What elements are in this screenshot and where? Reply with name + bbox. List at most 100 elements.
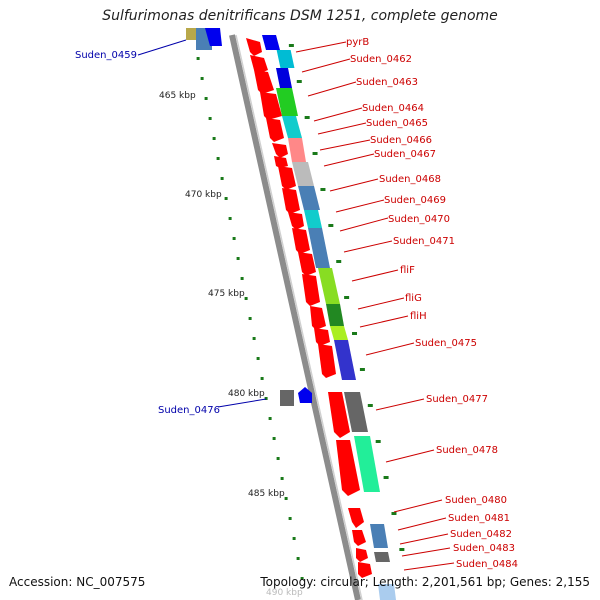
gene-arrow[interactable] xyxy=(278,166,296,190)
ruler-dot xyxy=(300,577,304,580)
gene-label[interactable]: Suden_0463 xyxy=(356,77,418,88)
ruler-dot xyxy=(268,417,272,420)
gene-block[interactable] xyxy=(304,210,322,228)
label-connector xyxy=(397,517,447,531)
gene-label[interactable]: Suden_0462 xyxy=(350,54,412,65)
ruler-dot xyxy=(204,97,208,100)
gene-block[interactable] xyxy=(326,304,344,326)
gene-label[interactable]: Suden_0466 xyxy=(370,135,432,146)
gene-label[interactable]: Suden_0465 xyxy=(366,118,428,129)
gene-label[interactable]: Suden_0471 xyxy=(393,236,455,247)
gene-block[interactable] xyxy=(276,50,295,68)
label-connector xyxy=(217,398,267,408)
gene-label[interactable]: Suden_0468 xyxy=(379,174,441,185)
gene-label[interactable]: Suden_0482 xyxy=(450,529,512,540)
gene-block[interactable] xyxy=(282,116,302,138)
label-connector xyxy=(393,499,443,513)
gene-label[interactable]: Suden_0480 xyxy=(445,495,507,506)
gene-arrow[interactable] xyxy=(246,38,262,56)
gene-label[interactable]: Suden_0464 xyxy=(362,103,424,114)
strand-tick xyxy=(352,332,358,335)
ruler-dot xyxy=(264,397,268,400)
gene-arrow[interactable] xyxy=(288,212,304,230)
gene-block[interactable] xyxy=(186,28,198,40)
label-connector xyxy=(359,315,409,328)
ruler-label: 490 kbp xyxy=(266,588,303,598)
gene-block[interactable] xyxy=(276,68,292,88)
strand-tick xyxy=(399,548,405,551)
gene-block[interactable] xyxy=(298,186,320,210)
gene-label[interactable]: fliF xyxy=(400,265,415,276)
gene-arrow[interactable] xyxy=(356,548,368,562)
gene-block[interactable] xyxy=(288,138,306,162)
gene-arrow[interactable] xyxy=(266,118,284,142)
backbone xyxy=(229,34,363,600)
gene-block[interactable] xyxy=(276,88,298,116)
gene-arrow[interactable] xyxy=(314,328,330,346)
gene-arrow[interactable] xyxy=(328,392,350,438)
label-connector xyxy=(339,217,389,232)
gene-arrow[interactable] xyxy=(302,274,320,306)
ruler-dot xyxy=(288,517,292,520)
gene-label[interactable]: fliG xyxy=(405,293,422,304)
gene-block[interactable] xyxy=(262,35,280,50)
gene-label[interactable]: Suden_0470 xyxy=(388,214,450,225)
gene-arrow[interactable] xyxy=(254,70,274,94)
gene-label[interactable]: Suden_0469 xyxy=(384,195,446,206)
strand-tick xyxy=(288,44,294,47)
ruler-dot xyxy=(240,277,244,280)
gene-label[interactable]: Suden_0459 xyxy=(75,50,137,61)
gene-arrow[interactable] xyxy=(352,530,366,546)
label-connector xyxy=(313,107,363,122)
gene-arrow[interactable] xyxy=(298,252,316,276)
gene-arrow[interactable] xyxy=(282,188,300,214)
ruler-label: 475 kbp xyxy=(208,289,245,299)
gene-block[interactable] xyxy=(374,552,390,562)
gene-arrow[interactable] xyxy=(292,228,310,254)
gene-block[interactable] xyxy=(292,162,314,186)
gene-label[interactable]: fliH xyxy=(410,311,427,322)
gene-arrow[interactable] xyxy=(336,440,360,496)
gene-label[interactable]: Suden_0481 xyxy=(448,513,510,524)
label-connector xyxy=(319,139,371,151)
gene-arrow[interactable] xyxy=(272,143,288,158)
gene-arrow[interactable] xyxy=(298,387,312,403)
ruler-dot xyxy=(216,157,220,160)
ruler-dots xyxy=(196,44,405,580)
gene-label[interactable]: Suden_0484 xyxy=(456,559,518,570)
gene-block[interactable] xyxy=(308,228,330,268)
gene-arrow[interactable] xyxy=(310,306,326,330)
gene-arrow[interactable] xyxy=(250,55,268,74)
strand-tick xyxy=(304,116,310,119)
gene-arrow[interactable] xyxy=(358,562,372,578)
gene-block[interactable] xyxy=(378,584,396,600)
gene-block[interactable] xyxy=(318,268,340,304)
ruler-dot xyxy=(260,377,264,380)
gene-label[interactable]: Suden_0475 xyxy=(415,338,477,349)
label-connector xyxy=(307,81,357,97)
gene-arrow[interactable] xyxy=(260,92,282,120)
gene-arrow[interactable] xyxy=(274,156,288,168)
label-connector xyxy=(343,240,393,253)
gene-block[interactable] xyxy=(344,392,368,432)
gene-arrow[interactable] xyxy=(348,508,364,528)
ruler-dot xyxy=(228,217,232,220)
strand-tick xyxy=(312,152,318,155)
strand-tick xyxy=(359,368,365,371)
gene-label[interactable]: Suden_0477 xyxy=(426,394,488,405)
gene-block[interactable] xyxy=(334,340,356,380)
gene-block[interactable] xyxy=(370,524,388,548)
strand-tick xyxy=(336,260,342,263)
gene-block[interactable] xyxy=(330,326,348,340)
gene-block[interactable] xyxy=(280,390,294,406)
gene-arrow[interactable] xyxy=(318,344,336,378)
gene-label[interactable]: Suden_0478 xyxy=(436,445,498,456)
gene-label[interactable]: Suden_0476 xyxy=(158,405,220,416)
gene-label[interactable]: Suden_0483 xyxy=(453,543,515,554)
gene-block[interactable] xyxy=(354,436,380,492)
gene-label[interactable]: pyrB xyxy=(346,37,369,48)
ruler-dot xyxy=(232,237,236,240)
gene-arrow[interactable] xyxy=(205,28,222,46)
gene-label[interactable]: Suden_0467 xyxy=(374,149,436,160)
